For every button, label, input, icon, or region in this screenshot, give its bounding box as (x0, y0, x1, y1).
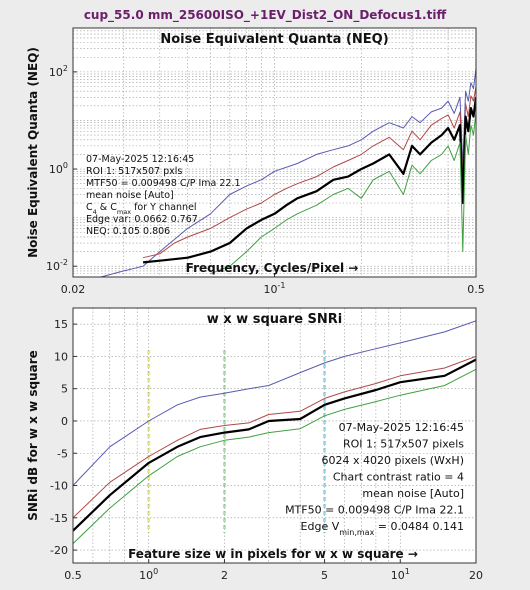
x-tick-label: 0.5 (467, 283, 485, 296)
annotation-line: NEQ: 0.105 0.806 (86, 226, 170, 237)
series-group (97, 67, 476, 277)
annotation-line: MTF50 = 0.009498 C/P Ima 22.1 (285, 504, 464, 517)
y-tick-label: 10 (54, 350, 68, 363)
y-tick-label: 100 (49, 161, 68, 176)
y-tick-label: -10 (50, 480, 68, 493)
y-tick-label: 102 (49, 64, 68, 79)
plot-background (73, 28, 476, 277)
grid (73, 28, 476, 277)
series-line-1 (73, 355, 476, 519)
annotation-line: 07-May-2025 12:16:45 (86, 154, 194, 165)
annotation-line: ROI 1: 517x507 pxls (86, 166, 182, 177)
series-line-2 (142, 97, 476, 264)
plot-background (73, 308, 476, 563)
y-tick-label: 0 (61, 415, 68, 428)
chart-title: Noise Equivalent Quanta (NEQ) (160, 32, 388, 47)
x-tick-label: 2 (221, 569, 228, 582)
annotation-line: 07-May-2025 12:16:45 (339, 421, 464, 434)
snri-chart: 0.5 100 2 5 101 20 -20 -15 -10 -5 0 5 10 15 w x w squa… (26, 307, 483, 582)
annotation-line: mean noise [Auto] (86, 190, 174, 201)
x-tick-label: 101 (391, 567, 410, 582)
y-axis-label: SNRi dB for w x w square (26, 350, 40, 521)
y-tick-label: 15 (54, 318, 68, 331)
series-group (73, 320, 476, 544)
annotation-line: 6024 x 4020 pixels (WxH) (322, 454, 465, 467)
annotation-line: mean noise [Auto] (362, 487, 464, 500)
grid (73, 308, 476, 563)
annotation-line: C4 & Cmax for Y channel (86, 202, 197, 216)
chart-title: w x w square SNRi (207, 312, 343, 327)
plot-frame (72, 307, 477, 564)
series-line-0 (73, 320, 476, 486)
y-axis-label: Noise Equivalent Quanta (NEQ) (26, 47, 40, 258)
x-axis-label: Feature size w in pixels for w x w squar… (128, 547, 418, 561)
y-tick-label: -5 (57, 447, 68, 460)
y-tick-label: -20 (50, 544, 68, 557)
annotation-line: Edge var: 0.0662 0.767 (86, 214, 198, 225)
y-tick-label: 10-2 (46, 258, 68, 273)
annotation-line: Edge Vmin,max = 0.0484 0.141 (301, 520, 464, 537)
y-tick-label: 5 (61, 383, 68, 396)
x-tick-label: 20 (469, 569, 483, 582)
x-tick-label: 10-1 (264, 281, 286, 296)
series-line-3 (210, 111, 476, 275)
annotation-line: Chart contrast ratio = 4 (333, 471, 464, 484)
y-tick-label: -15 (50, 512, 68, 525)
x-tick-label: 0.02 (61, 283, 86, 296)
annotation-line: MTF50 = 0.009498 C/P Ima 22.1 (86, 178, 241, 189)
x-tick-label: 5 (321, 569, 328, 582)
x-tick-label: 0.5 (64, 569, 82, 582)
annotation-line: ROI 1: 517x507 pixels (343, 438, 464, 451)
x-axis-label: Frequency, Cycles/Pixel → (186, 261, 359, 275)
x-tick-label: 100 (139, 567, 158, 582)
series-line-2 (73, 358, 476, 532)
page-title: cup_55.0 mm_25600ISO_+1EV_Dist2_ON_Defoc… (83, 8, 447, 22)
neq-chart: 0.02 10-1 0.5 10-2 100 102 Noise Equivalent Qu… (26, 27, 485, 296)
series-line-3 (73, 368, 476, 544)
